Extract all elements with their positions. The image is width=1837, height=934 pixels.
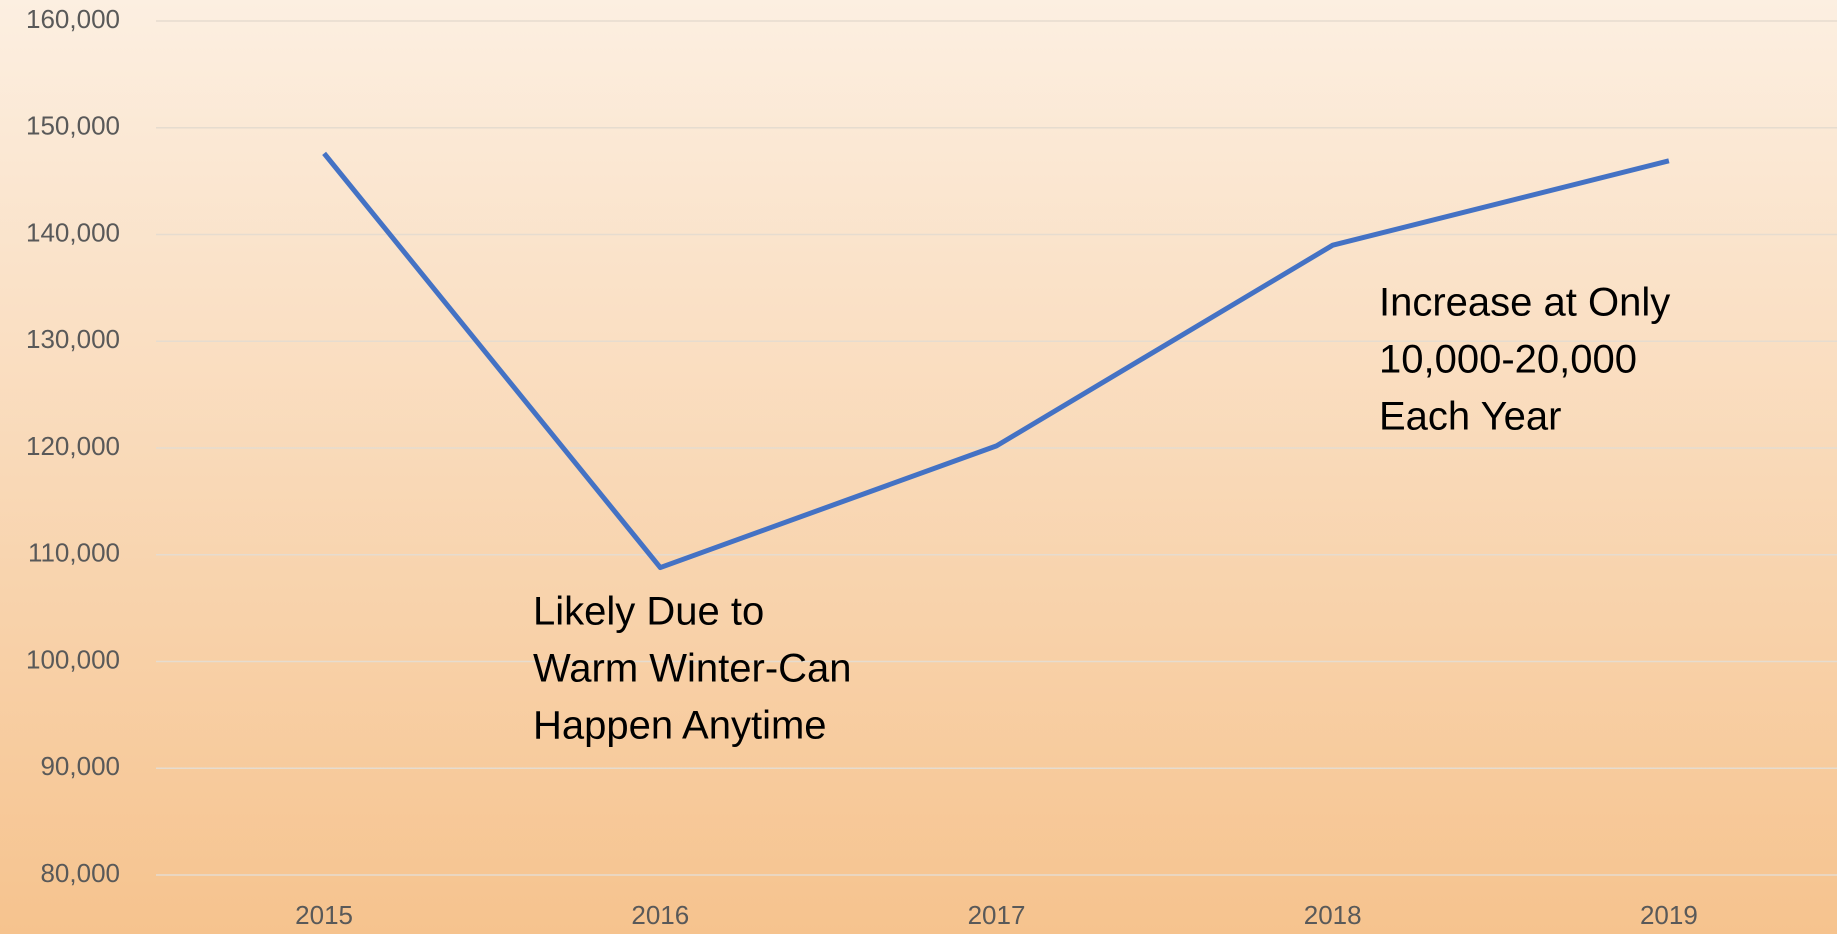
y-tick-label: 160,000 (26, 4, 120, 34)
x-tick-label: 2017 (968, 900, 1026, 930)
annotation: Warm Winter-Can (533, 647, 852, 691)
annotation: Likely Due to (533, 590, 764, 634)
y-tick-label: 110,000 (28, 538, 120, 568)
annotation: Increase at Only (1379, 281, 1670, 325)
annotation: Each Year (1379, 395, 1561, 439)
y-tick-label: 130,000 (26, 324, 120, 354)
y-tick-label: 100,000 (26, 644, 120, 674)
y-tick-label: 150,000 (26, 111, 120, 141)
y-tick-label: 120,000 (26, 431, 120, 461)
annotation: Happen Anytime (533, 704, 827, 748)
line (322, 151, 1670, 571)
x-tick-label: 2018 (1304, 900, 1362, 930)
y-tick-label: 140,000 (26, 217, 120, 247)
y-tick-label: 90,000 (40, 751, 120, 781)
x-tick-label: 2019 (1640, 900, 1698, 930)
x-tick-label: 2015 (295, 900, 353, 930)
annotation: 10,000-20,000 (1379, 338, 1637, 382)
y-tick-label: 80,000 (40, 858, 120, 888)
x-tick-label: 2016 (631, 900, 689, 930)
